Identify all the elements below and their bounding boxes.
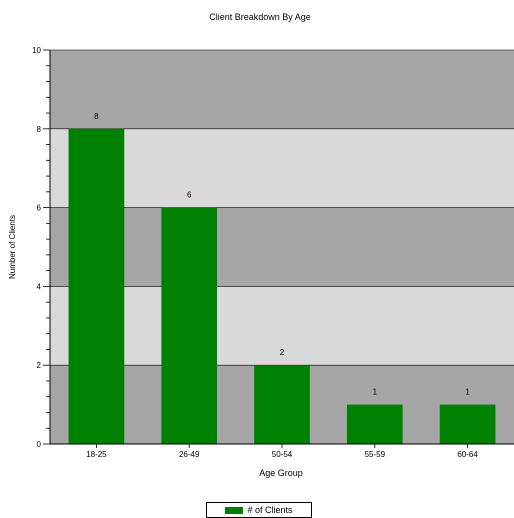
x-tick-label: 55-59 <box>365 450 386 459</box>
bar <box>346 404 403 444</box>
chart-title: Client Breakdown By Age <box>209 12 311 22</box>
plot-band <box>50 128 514 208</box>
x-tick-label: 18-25 <box>86 450 107 459</box>
y-axis: 0 2 4 6 8 10 <box>32 46 51 449</box>
bars <box>68 128 496 445</box>
bar-chart: Client Breakdown By Age 8 6 2 1 1 0 2 4 6 8 10 18… <box>8 12 514 478</box>
data-label: 1 <box>373 388 378 397</box>
y-tick-label: 2 <box>37 361 42 370</box>
x-tick-label: 60-64 <box>457 450 478 459</box>
plot-band <box>50 50 514 129</box>
y-tick-label: 10 <box>32 46 41 55</box>
x-tick-label: 26-49 <box>179 450 200 459</box>
data-labels: 8 6 2 1 1 <box>94 112 470 397</box>
x-tick-label: 50-54 <box>272 450 293 459</box>
x-axis: 18-25 26-49 50-54 55-59 60-64 <box>50 443 514 459</box>
plot-background-bands <box>50 50 514 444</box>
bar <box>161 207 218 444</box>
y-axis-label: Number of Clients <box>8 215 17 279</box>
data-label: 1 <box>465 388 470 397</box>
data-label: 6 <box>187 191 192 200</box>
data-label: 8 <box>94 112 99 121</box>
bar <box>254 365 310 444</box>
x-axis-label: Age Group <box>259 468 303 478</box>
y-tick-label: 6 <box>37 204 42 213</box>
data-label: 2 <box>280 348 285 357</box>
y-tick-label: 8 <box>37 125 42 134</box>
plot-band <box>50 286 514 366</box>
legend-swatch <box>225 506 244 514</box>
legend-label: # of Clients <box>247 505 293 515</box>
plot-band <box>50 207 514 287</box>
chart-legend: # of Clients <box>206 502 312 518</box>
bar <box>68 128 125 445</box>
y-tick-label: 0 <box>37 440 42 449</box>
bar <box>439 404 496 444</box>
y-tick-label: 4 <box>37 282 42 291</box>
